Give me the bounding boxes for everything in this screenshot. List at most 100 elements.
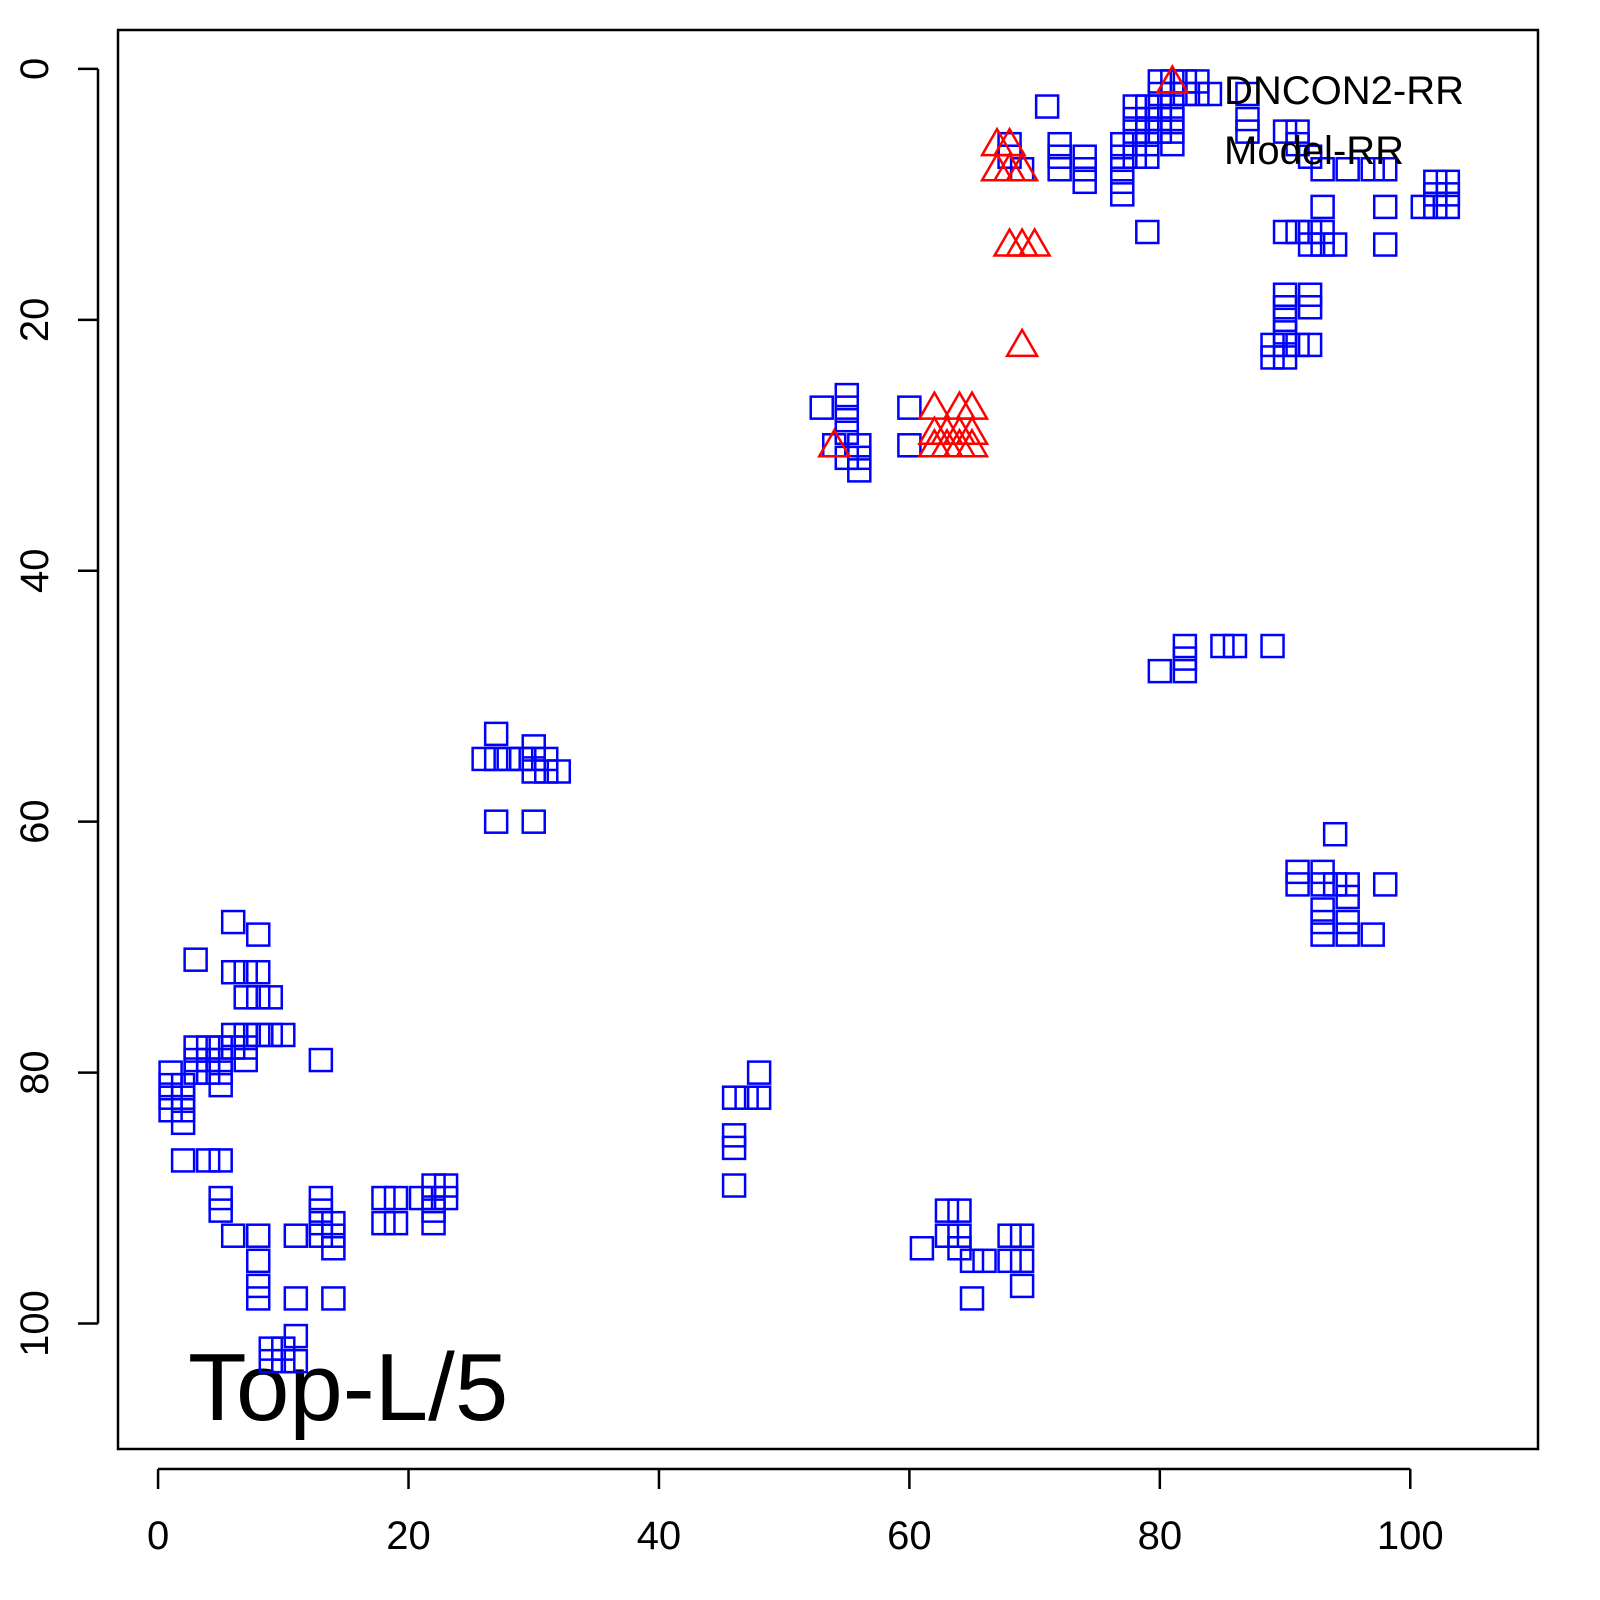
square-point xyxy=(1272,345,1298,370)
square-point xyxy=(1260,332,1285,358)
square-point xyxy=(1009,1223,1035,1248)
x-tick-label: 100 xyxy=(1377,1514,1444,1558)
square-point xyxy=(1435,194,1461,220)
square-point xyxy=(220,1223,246,1248)
square-point xyxy=(1272,119,1298,144)
square-point xyxy=(1297,332,1323,358)
square-point xyxy=(183,1060,208,1085)
square-point xyxy=(421,1173,446,1198)
square-point xyxy=(1260,345,1285,370)
square-point xyxy=(383,1185,409,1211)
square-point xyxy=(258,1336,284,1361)
square-point xyxy=(158,1085,183,1110)
square-point xyxy=(1047,144,1072,169)
y-tick-label: 100 xyxy=(13,1290,57,1357)
square-point xyxy=(245,1273,271,1299)
square-point xyxy=(183,1047,208,1073)
square-point xyxy=(1009,1273,1035,1299)
square-point xyxy=(271,1022,296,1048)
square-point xyxy=(1335,157,1360,182)
square-point xyxy=(734,1085,759,1110)
square-point xyxy=(170,1072,196,1098)
square-point xyxy=(1285,131,1310,157)
square-point xyxy=(1310,859,1335,885)
square-point xyxy=(1335,872,1360,897)
square-point xyxy=(909,1236,935,1261)
square-point xyxy=(283,1286,309,1311)
square-point xyxy=(245,922,271,947)
square-point xyxy=(834,407,860,433)
square-point xyxy=(1147,106,1173,132)
square-point xyxy=(233,1035,258,1060)
square-point xyxy=(233,1047,258,1073)
square-point xyxy=(208,1185,233,1211)
square-point xyxy=(1435,182,1461,207)
square-point xyxy=(1322,232,1348,257)
square-point xyxy=(308,1198,334,1223)
square-point xyxy=(809,395,834,420)
square-point xyxy=(1235,106,1260,132)
square-point xyxy=(170,1110,196,1136)
square-point xyxy=(746,1085,772,1110)
square-point xyxy=(721,1135,747,1161)
square-point xyxy=(283,1223,309,1248)
square-point xyxy=(195,1035,221,1060)
square-point xyxy=(834,395,860,420)
square-point xyxy=(997,1223,1022,1248)
square-point xyxy=(847,445,872,471)
square-point xyxy=(1285,219,1310,245)
square-point xyxy=(1122,131,1148,157)
square-point xyxy=(220,1022,246,1048)
square-point xyxy=(308,1210,334,1236)
square-point xyxy=(1272,282,1298,307)
square-point xyxy=(1047,157,1072,182)
annotation: Top-L/5 xyxy=(188,1334,508,1441)
square-point xyxy=(834,445,860,471)
square-point xyxy=(1285,119,1310,144)
square-point xyxy=(233,1022,258,1048)
square-point xyxy=(245,1223,271,1248)
square-point xyxy=(947,1223,972,1248)
square-point xyxy=(421,1185,446,1211)
square-point xyxy=(371,1185,396,1211)
triangle-point xyxy=(917,390,952,420)
square-point xyxy=(746,1060,772,1085)
square-point xyxy=(997,1248,1022,1274)
square-point xyxy=(208,1198,233,1223)
x-tick-label: 20 xyxy=(386,1514,431,1558)
square-point xyxy=(245,1248,271,1274)
square-point xyxy=(1360,157,1385,182)
square-point xyxy=(1423,194,1448,220)
square-point xyxy=(321,1286,346,1311)
square-point xyxy=(158,1060,183,1085)
square-point xyxy=(1322,821,1348,847)
square-point xyxy=(233,959,258,985)
y-tick-label: 20 xyxy=(13,298,57,343)
square-point xyxy=(534,759,559,784)
square-point xyxy=(1423,182,1448,207)
square-point xyxy=(271,1336,296,1361)
square-point xyxy=(1160,94,1185,119)
square-point xyxy=(1372,194,1398,220)
square-point xyxy=(433,1173,459,1198)
square-point xyxy=(1160,131,1185,157)
square-point xyxy=(195,1047,221,1073)
square-point xyxy=(245,985,271,1010)
square-point xyxy=(483,746,509,772)
square-point xyxy=(1285,859,1310,885)
square-point xyxy=(1185,81,1210,107)
square-point xyxy=(283,1323,309,1349)
square-point xyxy=(308,1223,334,1248)
x-tick-label: 60 xyxy=(887,1514,932,1558)
square-point xyxy=(308,1185,334,1211)
square-point xyxy=(1372,232,1398,257)
square-point xyxy=(1160,106,1185,132)
square-point xyxy=(1372,872,1398,897)
square-point xyxy=(721,1173,747,1198)
square-point xyxy=(308,1047,334,1073)
square-point xyxy=(258,985,284,1010)
square-point xyxy=(1297,219,1323,245)
square-point xyxy=(1122,119,1148,144)
square-point xyxy=(1310,194,1335,220)
